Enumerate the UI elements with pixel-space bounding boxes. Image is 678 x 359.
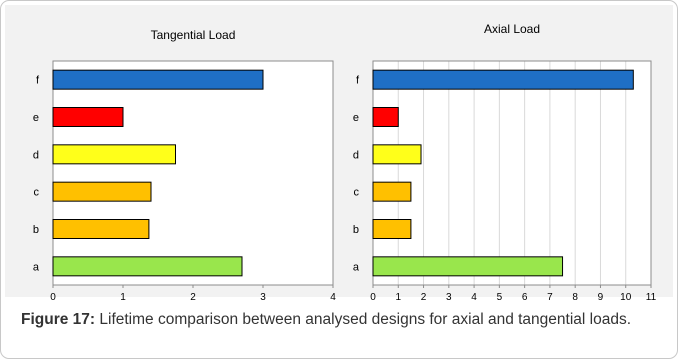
caption-label: Figure 17: bbox=[21, 311, 96, 328]
tangential-category-label-e: e bbox=[33, 112, 39, 124]
tangential-chart: Tangential Load a b c d e f 0 1 2 3 4 bbox=[33, 28, 336, 301]
tangential-tick-label: 2 bbox=[190, 292, 196, 301]
tangential-bar-e bbox=[52, 107, 124, 127]
charts-svg: Tangential Load a b c d e f 0 1 2 3 4 Axial Load a b c d… bbox=[33, 22, 657, 301]
axial-bar-d bbox=[372, 144, 422, 165]
axial-category-label-b: b bbox=[353, 224, 359, 236]
tangential-category-label-a: a bbox=[33, 261, 40, 273]
tangential-plot-area bbox=[53, 61, 333, 285]
figure-caption: Figure 17: Lifetime comparison between a… bbox=[21, 309, 661, 330]
axial-category-label-d: d bbox=[353, 149, 359, 161]
tangential-category-label-d: d bbox=[33, 149, 39, 161]
axial-tick-label: 5 bbox=[497, 292, 503, 301]
axial-title: Axial Load bbox=[484, 22, 540, 36]
axial-tick-label: 8 bbox=[572, 292, 578, 301]
tangential-title: Tangential Load bbox=[151, 28, 236, 42]
axial-category-label-f: f bbox=[356, 75, 360, 87]
tangential-tick-label: 0 bbox=[50, 292, 56, 301]
tangential-bar-b bbox=[52, 219, 150, 239]
tangential-bar-c bbox=[52, 181, 152, 202]
axial-tick-label: 3 bbox=[446, 292, 452, 301]
axial-tick-label: 10 bbox=[620, 292, 632, 301]
axial-tick-label: 11 bbox=[646, 292, 657, 301]
tangential-bar-a bbox=[52, 256, 243, 277]
axial-bar-a bbox=[372, 256, 564, 277]
axial-chart: Axial Load a b c d e f 0 1 2 3 4 5 6 7 8 9 10 11 bbox=[353, 22, 657, 301]
tangential-category-label-c: c bbox=[34, 187, 40, 199]
axial-plot-area bbox=[373, 61, 651, 285]
axial-bar-f bbox=[372, 69, 634, 90]
axial-frame bbox=[372, 60, 652, 286]
axial-tick-label: 9 bbox=[598, 292, 604, 301]
axial-category-label-e: e bbox=[353, 112, 359, 124]
tangential-category-label-b: b bbox=[33, 224, 39, 236]
tangential-bar-f bbox=[52, 69, 264, 90]
axial-category-label-a: a bbox=[353, 261, 360, 273]
caption-text: Lifetime comparison between analysed des… bbox=[95, 311, 632, 328]
tangential-tick-label: 4 bbox=[330, 292, 336, 301]
axial-tick-label: 4 bbox=[471, 292, 477, 301]
tangential-category-label-f: f bbox=[36, 75, 40, 87]
axial-category-label-c: c bbox=[354, 187, 360, 199]
axial-bar-b bbox=[372, 219, 412, 239]
axial-tick-label: 6 bbox=[522, 292, 528, 301]
axial-tick-label: 1 bbox=[395, 292, 401, 301]
axial-tick-label: 2 bbox=[421, 292, 427, 301]
axial-tick-label: 7 bbox=[547, 292, 553, 301]
tangential-tick-label: 1 bbox=[120, 292, 126, 301]
axial-bar-e bbox=[372, 107, 399, 127]
axial-bar-c bbox=[372, 181, 412, 202]
axial-tick-label: 0 bbox=[370, 292, 376, 301]
tangential-bar-d bbox=[52, 144, 176, 165]
tangential-tick-label: 3 bbox=[260, 292, 266, 301]
